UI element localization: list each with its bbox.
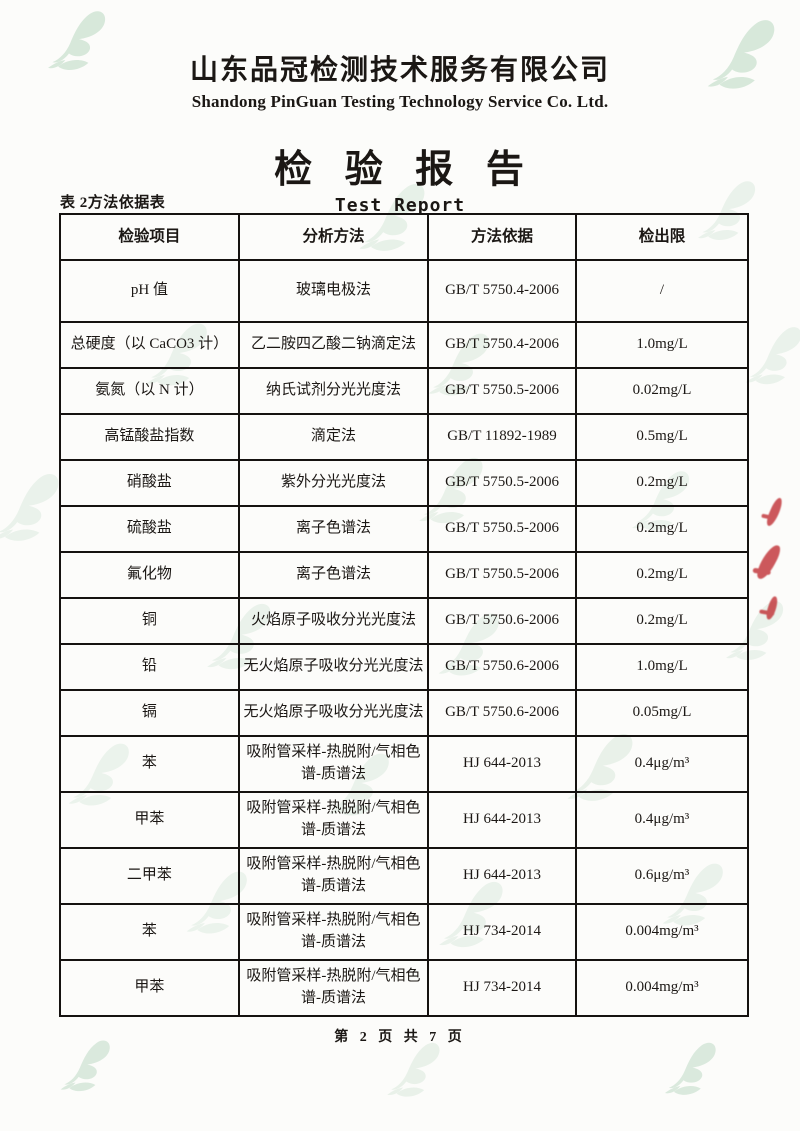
cell-detection-limit: 1.0mg/L: [574, 643, 750, 691]
company-name-en: Shandong PinGuan Testing Technology Serv…: [191, 92, 609, 111]
cell-analysis-method: 无火焰原子吸收分光光度法: [237, 689, 430, 737]
cell-analysis-method: 乙二胺四乙酸二钠滴定法: [237, 321, 430, 369]
cell-analysis-method: 玻璃电极法: [237, 259, 430, 323]
cell-detection-limit: 0.02mg/L: [574, 367, 750, 415]
report-title-en: Test Report: [334, 195, 466, 216]
cell-analysis-method: 吸附管采样-热脱附/气相色谱-质谱法: [237, 847, 430, 905]
cell-detection-limit: /: [574, 259, 750, 323]
cell-test-item: 甲苯: [59, 791, 240, 849]
cell-test-item: 总硬度（以 CaCO3 计）: [59, 321, 240, 369]
cell-detection-limit: 0.6μg/m³: [574, 847, 750, 905]
cell-detection-limit: 0.2mg/L: [574, 505, 750, 553]
cell-analysis-method: 离子色谱法: [237, 551, 430, 599]
cell-analysis-method: 纳氏试剂分光光度法: [237, 367, 430, 415]
cell-method-standard: GB/T 5750.6-2006: [427, 689, 577, 737]
column-header-method-standard: 方法依据: [427, 213, 577, 261]
cell-analysis-method: 紫外分光光度法: [237, 459, 430, 507]
cell-analysis-method: 滴定法: [237, 413, 430, 461]
table-row: 铜 火焰原子吸收分光光度法 GB/T 5750.6-2006 0.2mg/L: [59, 597, 750, 645]
table-row: 苯 吸附管采样-热脱附/气相色谱-质谱法 HJ 734-2014 0.004mg…: [59, 903, 750, 961]
column-header-detection-limit: 检出限: [574, 213, 750, 261]
cell-method-standard: GB/T 5750.5-2006: [427, 367, 577, 415]
report-title-cn: 检 验 报 告: [274, 149, 526, 191]
cell-test-item: pH 值: [59, 259, 240, 323]
cell-method-standard: HJ 644-2013: [427, 847, 577, 905]
cell-detection-limit: 0.4μg/m³: [574, 791, 750, 849]
cell-method-standard: GB/T 5750.5-2006: [427, 459, 577, 507]
cell-method-standard: GB/T 5750.4-2006: [427, 259, 577, 323]
cell-detection-limit: 0.05mg/L: [574, 689, 750, 737]
cell-method-standard: HJ 734-2014: [427, 903, 577, 961]
cell-detection-limit: 0.004mg/m³: [574, 903, 750, 961]
cell-method-standard: GB/T 5750.5-2006: [427, 505, 577, 553]
cell-test-item: 硫酸盐: [59, 505, 240, 553]
table-row: 铅 无火焰原子吸收分光光度法 GB/T 5750.6-2006 1.0mg/L: [59, 643, 750, 691]
cell-method-standard: HJ 734-2014: [427, 959, 577, 1017]
cell-method-standard: GB/T 5750.5-2006: [427, 551, 577, 599]
methods-table: 检验项目 分析方法 方法依据 检出限 pH 值 玻璃电极法 GB/T 5750.…: [59, 213, 750, 1017]
cell-detection-limit: 0.4μg/m³: [574, 735, 750, 793]
pinguan-leaf-logo-watermark-icon: [378, 1038, 444, 1104]
table-row: 苯 吸附管采样-热脱附/气相色谱-质谱法 HJ 644-2013 0.4μg/m…: [59, 735, 750, 793]
cell-analysis-method: 吸附管采样-热脱附/气相色谱-质谱法: [237, 735, 430, 793]
page-number: 第 2 页 共 7 页: [334, 1030, 466, 1045]
cell-test-item: 硝酸盐: [59, 459, 240, 507]
pinguan-leaf-logo-watermark-icon: [0, 468, 64, 550]
cell-method-standard: GB/T 11892-1989: [427, 413, 577, 461]
cell-detection-limit: 1.0mg/L: [574, 321, 750, 369]
table-header-row: 检验项目 分析方法 方法依据 检出限: [59, 213, 750, 261]
cell-method-standard: HJ 644-2013: [427, 791, 577, 849]
cell-detection-limit: 0.2mg/L: [574, 459, 750, 507]
table-row: 甲苯 吸附管采样-热脱附/气相色谱-质谱法 HJ 644-2013 0.4μg/…: [59, 791, 750, 849]
cell-test-item: 铅: [59, 643, 240, 691]
cell-test-item: 甲苯: [59, 959, 240, 1017]
cell-test-item: 氨氮（以 N 计）: [59, 367, 240, 415]
table-row: 甲苯 吸附管采样-热脱附/气相色谱-质谱法 HJ 734-2014 0.004m…: [59, 959, 750, 1017]
column-header-test-item: 检验项目: [59, 213, 240, 261]
red-stamp-mark: [753, 542, 784, 582]
cell-method-standard: HJ 644-2013: [427, 735, 577, 793]
table-row: 高锰酸盐指数 滴定法 GB/T 11892-1989 0.5mg/L: [59, 413, 750, 461]
cell-method-standard: GB/T 5750.6-2006: [427, 597, 577, 645]
cell-method-standard: GB/T 5750.6-2006: [427, 643, 577, 691]
red-stamp-mark: [764, 595, 780, 621]
cell-test-item: 铜: [59, 597, 240, 645]
table-row: 二甲苯 吸附管采样-热脱附/气相色谱-质谱法 HJ 644-2013 0.6μg…: [59, 847, 750, 905]
pinguan-leaf-logo-watermark-icon: [656, 1038, 720, 1102]
column-header-analysis-method: 分析方法: [237, 213, 430, 261]
cell-test-item: 苯: [59, 903, 240, 961]
table-row: 硫酸盐 离子色谱法 GB/T 5750.5-2006 0.2mg/L: [59, 505, 750, 553]
cell-analysis-method: 火焰原子吸收分光光度法: [237, 597, 430, 645]
cell-analysis-method: 吸附管采样-热脱附/气相色谱-质谱法: [237, 791, 430, 849]
cell-detection-limit: 0.2mg/L: [574, 597, 750, 645]
red-stamp-mark: [764, 496, 785, 528]
cell-analysis-method: 吸附管采样-热脱附/气相色谱-质谱法: [237, 903, 430, 961]
table-row: 氨氮（以 N 计） 纳氏试剂分光光度法 GB/T 5750.5-2006 0.0…: [59, 367, 750, 415]
cell-analysis-method: 无火焰原子吸收分光光度法: [237, 643, 430, 691]
cell-detection-limit: 0.2mg/L: [574, 551, 750, 599]
cell-test-item: 苯: [59, 735, 240, 793]
table-caption: 表 2方法依据表: [60, 195, 166, 211]
table-row: 镉 无火焰原子吸收分光光度法 GB/T 5750.6-2006 0.05mg/L: [59, 689, 750, 737]
report-header: 山东品冠检测技术服务有限公司 Shandong PinGuan Testing …: [0, 0, 800, 216]
table-row: 氟化物 离子色谱法 GB/T 5750.5-2006 0.2mg/L: [59, 551, 750, 599]
page-footer: 第 2 页 共 7 页: [0, 1026, 800, 1046]
cell-test-item: 二甲苯: [59, 847, 240, 905]
cell-analysis-method: 吸附管采样-热脱附/气相色谱-质谱法: [237, 959, 430, 1017]
cell-test-item: 镉: [59, 689, 240, 737]
cell-analysis-method: 离子色谱法: [237, 505, 430, 553]
cell-method-standard: GB/T 5750.4-2006: [427, 321, 577, 369]
table-body: pH 值 玻璃电极法 GB/T 5750.4-2006 / 总硬度（以 CaCO…: [59, 259, 750, 1017]
table-row: pH 值 玻璃电极法 GB/T 5750.4-2006 /: [59, 259, 750, 323]
cell-test-item: 高锰酸盐指数: [59, 413, 240, 461]
cell-test-item: 氟化物: [59, 551, 240, 599]
table-row: 硝酸盐 紫外分光光度法 GB/T 5750.5-2006 0.2mg/L: [59, 459, 750, 507]
company-name-cn: 山东品冠检测技术服务有限公司: [189, 55, 610, 86]
cell-detection-limit: 0.004mg/m³: [574, 959, 750, 1017]
cell-detection-limit: 0.5mg/L: [574, 413, 750, 461]
table-row: 总硬度（以 CaCO3 计） 乙二胺四乙酸二钠滴定法 GB/T 5750.4-2…: [59, 321, 750, 369]
